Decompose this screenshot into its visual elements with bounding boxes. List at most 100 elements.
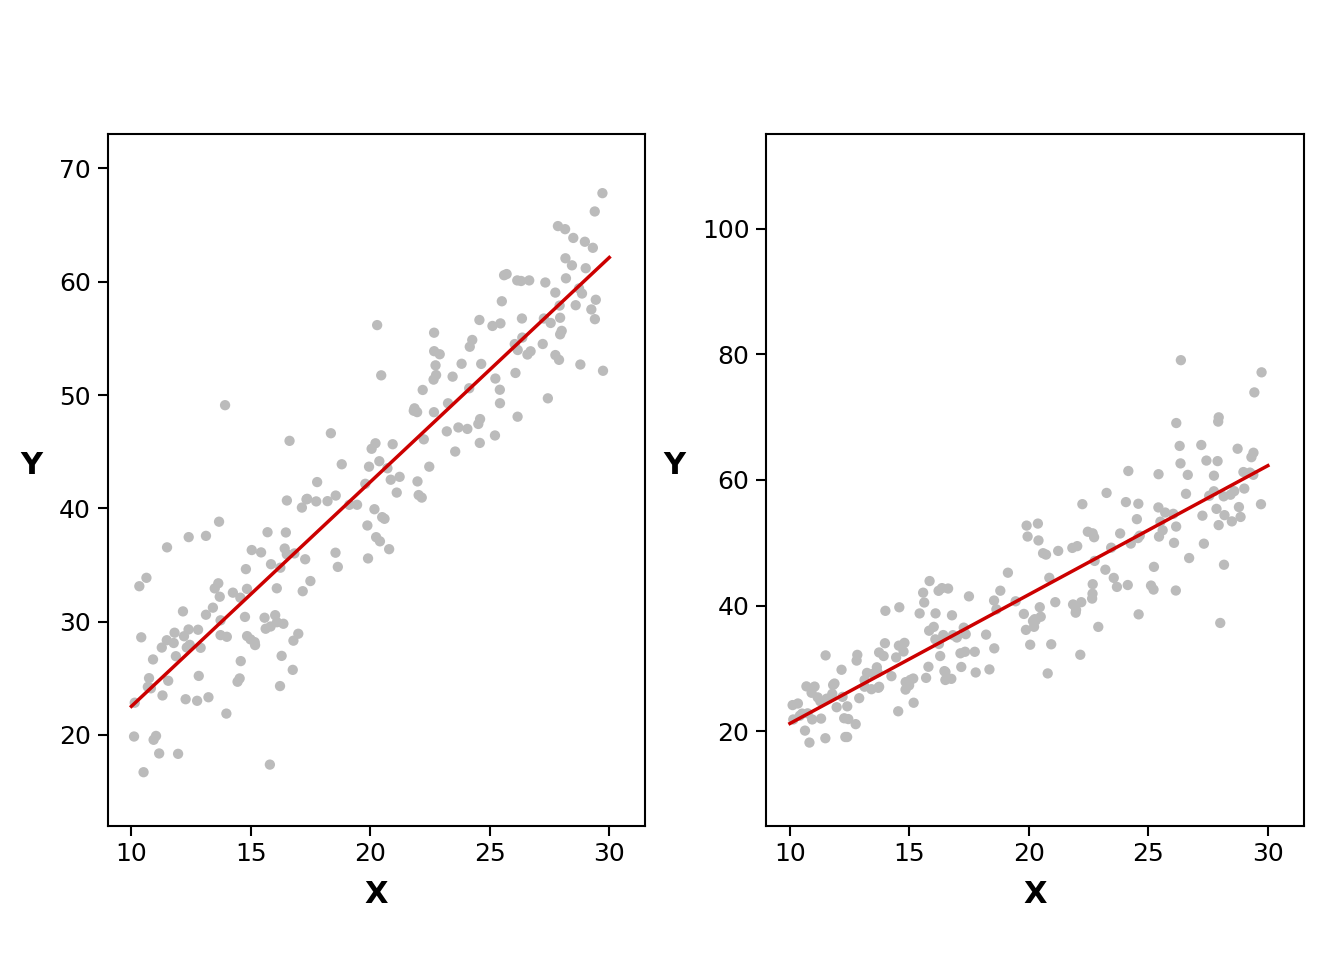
Point [468,417,489,432]
Point [853,679,875,694]
Point [824,676,845,691]
Point [413,432,434,447]
Point [1164,535,1185,550]
Point [874,636,895,651]
Point [358,551,379,566]
Point [282,662,304,678]
Point [823,677,844,692]
Point [489,316,511,331]
Point [1082,577,1103,592]
Point [325,545,347,561]
Point [300,573,321,588]
Point [469,312,491,327]
Point [425,358,446,373]
Point [847,647,868,662]
Point [493,268,515,283]
Point [942,628,964,643]
Point [458,380,480,396]
Point [179,637,200,653]
Point [925,632,946,647]
Point [809,693,831,708]
Point [833,710,855,726]
Point [222,585,243,600]
Point [356,517,378,533]
Point [261,557,282,572]
Point [366,530,387,545]
Point [245,637,266,653]
Point [593,363,614,378]
Point [435,423,457,439]
Point [964,644,985,660]
Point [1208,517,1230,533]
Point [259,756,281,772]
Point [129,579,151,594]
Point [1171,352,1192,368]
Point [368,453,390,468]
Point [379,541,401,557]
Point [1148,529,1169,544]
Point [585,311,606,326]
Point [868,679,890,694]
Point [239,632,261,647]
Point [1239,465,1261,480]
Point [953,620,974,636]
Point [902,671,923,686]
Point [177,529,199,544]
Point [1152,522,1173,538]
Point [574,234,595,250]
Point [190,640,211,656]
Point [1165,518,1187,534]
Point [1199,488,1220,503]
Point [1223,484,1245,499]
Point [1047,543,1068,559]
Point [347,497,368,513]
Point [931,581,953,596]
Point [888,600,910,615]
Point [520,344,542,359]
Point [934,664,956,680]
Point [1148,500,1169,516]
Point [145,729,167,744]
Point [423,344,445,359]
Point [1064,605,1086,620]
Point [1106,579,1128,594]
Point [437,396,458,411]
Point [470,356,492,372]
Point [254,610,276,625]
Point [788,696,809,711]
Point [810,711,832,727]
Point [868,680,890,695]
Point [895,675,917,690]
Point [406,404,427,420]
Point [564,298,586,313]
Point [460,339,481,354]
Point [425,368,446,383]
Point [797,706,818,721]
Point [898,678,919,693]
Point [538,391,559,406]
Point [195,528,216,543]
Point [816,691,837,707]
Point [806,689,828,705]
Point [1165,416,1187,431]
Point [1208,410,1230,425]
Point [296,492,317,507]
X-axis label: X: X [1023,880,1047,909]
Point [266,614,288,630]
Point [585,204,606,219]
Point [374,511,395,526]
Point [551,324,573,339]
Point [1250,496,1271,512]
Point [1243,468,1265,483]
Point [327,560,348,575]
Point [581,301,602,317]
Point [423,404,445,420]
Point [505,365,527,380]
Point [886,650,907,665]
Point [976,627,997,642]
Point [801,711,823,727]
Point [294,552,316,567]
Point [512,330,534,346]
Point [591,185,613,201]
Point [1148,467,1169,482]
